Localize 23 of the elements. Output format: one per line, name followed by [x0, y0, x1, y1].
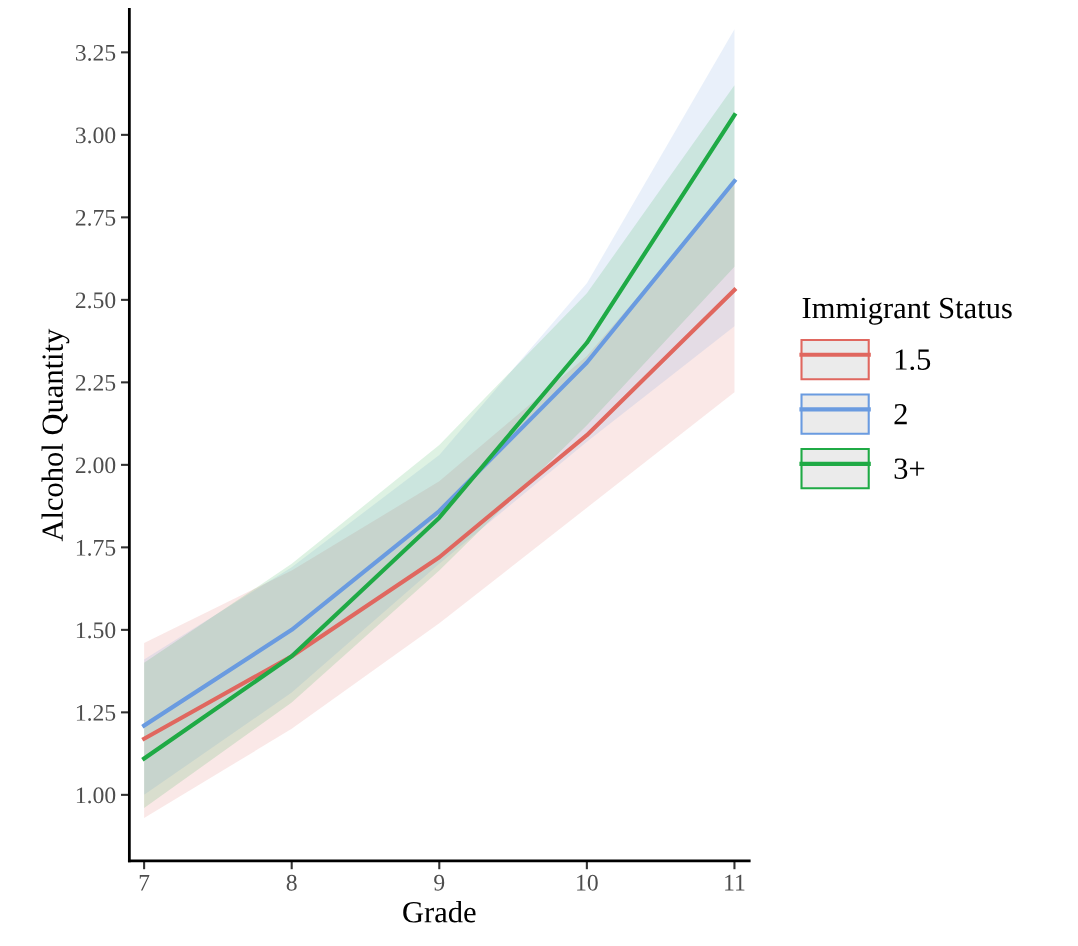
y-tick-label: 1.50 [76, 622, 116, 639]
x-tick-label: 11 [725, 874, 745, 891]
x-tick-label: 9 [434, 874, 445, 891]
legend-label: 2 [894, 403, 907, 425]
y-tick-label: 1.75 [76, 539, 116, 556]
y-tick-label: 2.75 [75, 209, 116, 226]
x-tick-label: 8 [286, 874, 297, 891]
line-series [142, 178, 737, 728]
y-tick-label: 3.00 [75, 127, 116, 144]
y-axis-title: Alcohol Quantity [41, 328, 70, 542]
y-tick-label: 2.25 [75, 374, 116, 391]
x-tick-label: 7 [139, 874, 150, 891]
y-tick-label: 1.00 [76, 787, 116, 804]
y-tick-label: 1.25 [76, 704, 116, 721]
x-tick-label: 10 [577, 874, 598, 891]
legend-label: 3+ [894, 458, 925, 479]
y-tick-label: 3.25 [75, 44, 116, 61]
y-tick-label: 2.00 [75, 457, 116, 474]
x-axis-title: Grade [403, 901, 476, 923]
legend-title: Immigrant Status [802, 297, 1012, 325]
y-tick-label: 2.50 [75, 292, 116, 309]
line-series [142, 287, 737, 741]
legend-label: 1.5 [895, 349, 931, 371]
